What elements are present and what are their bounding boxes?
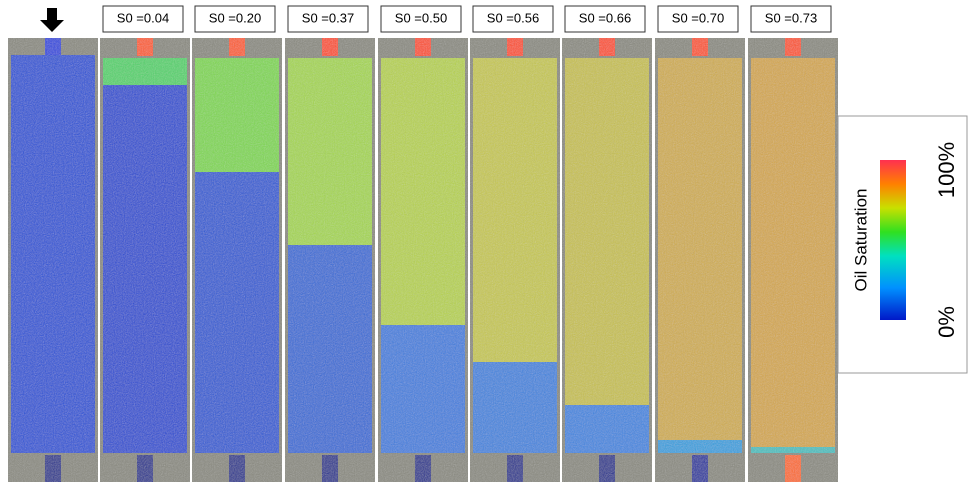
- figure: S0 =0.04 S0 =0.20 S0 =0.37 S0 =0.50 S0 =0.56…: [0, 0, 968, 482]
- outlet: [692, 455, 708, 482]
- core-lower: [381, 325, 465, 453]
- outlet: [507, 455, 523, 482]
- inlet: [322, 38, 338, 56]
- flow-arrow: [40, 8, 64, 32]
- panel: [655, 38, 745, 482]
- panel: [285, 38, 375, 482]
- core-upper: [751, 58, 835, 448]
- outlet: [229, 455, 245, 482]
- panel: [562, 38, 652, 482]
- inlet: [507, 38, 523, 56]
- outlet: [45, 455, 61, 482]
- inlet: [599, 38, 615, 56]
- outlet: [415, 455, 431, 482]
- panel-label: S0 =0.66: [579, 10, 631, 25]
- inlet: [692, 38, 708, 56]
- panel-label: S0 =0.04: [117, 10, 169, 25]
- core-lower: [658, 440, 742, 453]
- core-upper: [103, 58, 187, 86]
- colorbar-title: Oil Saturation: [851, 189, 870, 292]
- panel: [470, 38, 560, 482]
- panel-label: S0 =0.70: [672, 10, 724, 25]
- inlet: [415, 38, 431, 56]
- colorbar-min: 0%: [934, 306, 959, 338]
- core-lower: [565, 405, 649, 453]
- panels: S0 =0.04 S0 =0.20 S0 =0.37 S0 =0.50 S0 =0.56…: [8, 6, 838, 482]
- inlet: [137, 38, 153, 56]
- colorbar-legend: Oil Saturation 100% 0%: [838, 116, 967, 373]
- panel-label: S0 =0.20: [209, 10, 261, 25]
- panel: [378, 38, 468, 482]
- core-upper: [565, 58, 649, 406]
- panel-label: S0 =0.37: [302, 10, 354, 25]
- outlet: [322, 455, 338, 482]
- outlet: [137, 455, 153, 482]
- panel-label: S0 =0.73: [765, 10, 817, 25]
- core-lower: [751, 447, 835, 453]
- inlet: [229, 38, 245, 56]
- core-lower: [473, 362, 557, 453]
- core-upper: [381, 58, 465, 326]
- panel: [8, 38, 98, 482]
- colorbar: [880, 160, 906, 320]
- panel-label: S0 =0.56: [487, 10, 539, 25]
- core-lower: [103, 85, 187, 453]
- outlet: [785, 455, 801, 482]
- inlet: [785, 38, 801, 56]
- core-lower: [288, 245, 372, 453]
- panel: [748, 38, 838, 482]
- inlet: [45, 38, 61, 56]
- core-lower: [195, 172, 279, 453]
- core-upper: [473, 58, 557, 363]
- panel-label: S0 =0.50: [395, 10, 447, 25]
- core-upper: [195, 58, 279, 173]
- core-upper: [658, 58, 742, 441]
- core-lower: [11, 55, 95, 453]
- core-upper: [288, 58, 372, 246]
- colorbar-max: 100%: [934, 142, 959, 198]
- panel: [192, 38, 282, 482]
- outlet: [599, 455, 615, 482]
- panel: [100, 38, 190, 482]
